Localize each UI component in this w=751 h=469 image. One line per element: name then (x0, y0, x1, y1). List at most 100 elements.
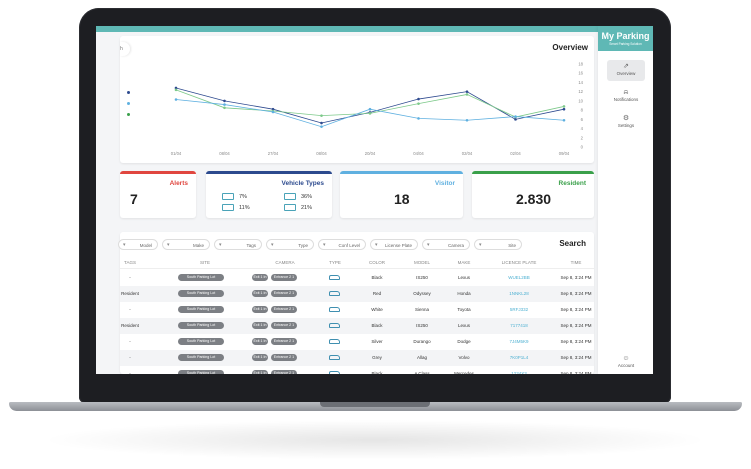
filter-tags[interactable]: Tags (214, 239, 262, 251)
filter-make[interactable]: Make (162, 239, 210, 251)
table-row[interactable]: Resident South Parking Lot Exit 1 In Entran… (120, 286, 594, 302)
app-tagline: Smart Parking Solution (609, 42, 642, 46)
nav-notifications[interactable]: ⍾ Notifications (607, 86, 645, 107)
color-cell: Black (371, 323, 383, 328)
table-row[interactable]: Resident South Parking Lot Exit 1 In Entran… (120, 318, 594, 334)
vehicle-type-icon (329, 307, 340, 312)
vehicle-type-icon (329, 355, 340, 360)
alerts-label: Alerts (169, 180, 188, 187)
legend-marker (127, 91, 130, 94)
app-logo: My Parking (601, 31, 650, 41)
model-cell: Allag (416, 355, 427, 360)
search-input[interactable]: h (120, 42, 130, 56)
column-header[interactable]: TIME (570, 260, 582, 265)
time-cell: Sep 8, 3:24 PM (560, 371, 592, 374)
color-cell: White (371, 307, 383, 312)
logo-area: My Parking Smart Parking Solution (598, 26, 653, 51)
camera-chip: Exit 1 In (252, 274, 268, 281)
x-tick-label: 08/04 (219, 151, 230, 156)
table-row[interactable]: - South Parking Lot Exit 1 In Entrance 2 1 S… (120, 334, 594, 350)
data-point (174, 86, 178, 90)
column-header[interactable]: TAGS (124, 260, 136, 265)
filter-model[interactable]: Model (118, 239, 158, 251)
van-icon (222, 204, 234, 211)
chart-icon: ⇗ (623, 63, 629, 70)
y-tick-label: 6 (581, 117, 584, 122)
visitor-value: 18 (394, 191, 410, 207)
plate-link[interactable]: 5RFJ332 (509, 307, 529, 312)
plate-link[interactable]: 7K0P1L4 (509, 355, 529, 360)
overview-card: h Overview 18 16 14 12 10 8 6 4 2 0 01/04 08/04 27/0… (120, 36, 594, 163)
detections-card: Model Make Tags Type Conf Level License … (118, 232, 594, 374)
filter-camera[interactable]: Camera (422, 239, 470, 251)
column-header[interactable]: MAKE (457, 260, 471, 265)
table-row[interactable]: - South Parking Lot Exit 1 In Entrance 2 1 G… (120, 350, 594, 366)
data-point (320, 114, 323, 117)
plate-link[interactable]: 7J4M5K9 (509, 339, 529, 344)
site-chip: South Parking Lot (178, 306, 224, 313)
search-button[interactable]: Search (559, 239, 586, 248)
nav-overview[interactable]: ⇗ Overview (607, 60, 645, 81)
make-cell: Mercedes (454, 371, 474, 374)
vehicle-types-accent (206, 171, 332, 174)
nav-settings[interactable]: ⚙ Settings (607, 112, 645, 133)
vehicle-type-icon (329, 291, 340, 296)
data-point (514, 115, 517, 118)
nav-account[interactable]: ☺ Account (607, 352, 645, 373)
make-cell: Lexus (457, 275, 470, 280)
vehicle-type-icon (329, 275, 340, 280)
color-cell: Black (371, 275, 383, 280)
tag-cell: - (129, 307, 131, 312)
data-point (465, 90, 469, 93)
time-cell: Sep 8, 3:24 PM (560, 291, 592, 296)
camera-chip: Exit 1 In (252, 322, 268, 329)
camera-chip: Entrance 2 1 (271, 370, 297, 374)
filter-conf-level[interactable]: Conf Level (318, 239, 366, 251)
vehicle-types-card[interactable]: Vehicle Types 7% 36% 11% 21% (206, 171, 332, 218)
x-tick-label: 27/04 (268, 151, 279, 156)
camera-chip: Entrance 2 1 (271, 290, 297, 297)
resident-card[interactable]: Resident 2.830 (472, 171, 594, 218)
table-row[interactable]: - South Parking Lot Exit 1 In Entrance 2 1 W… (120, 302, 594, 318)
camera-chip: Exit 1 In (252, 370, 268, 374)
laptop-shadow (40, 420, 710, 460)
sedan-icon (284, 204, 296, 211)
overview-line-chart: 18 16 14 12 10 8 6 4 2 0 01/04 08/04 27/04 08/04 20/04… (171, 62, 584, 157)
top-accent-bar (96, 26, 598, 32)
sidebar: My Parking Smart Parking Solution ⇗ Over… (598, 26, 653, 374)
camera-chip: Exit 1 In (252, 338, 268, 345)
filter-site[interactable]: Site (474, 239, 522, 251)
model-cell: Sienna (414, 307, 429, 312)
site-chip: South Parking Lot (178, 290, 224, 297)
plate-link[interactable]: 1NNKL28 (509, 291, 529, 296)
make-cell: Dodge (457, 339, 471, 344)
filter-type[interactable]: Type (266, 239, 314, 251)
color-cell: Red (372, 291, 382, 296)
plate-link[interactable]: WUEL2BB (508, 275, 530, 280)
column-header[interactable]: MODEL (413, 260, 430, 265)
table-row[interactable]: - South Parking Lot Exit 1 In Entrance 2 1 B… (120, 270, 594, 286)
y-tick-label: 2 (581, 135, 584, 140)
tag-cell: Resident (121, 291, 139, 296)
filter-license-plate[interactable]: License Plate (370, 239, 418, 251)
x-tick-label: 08/04 (316, 151, 327, 156)
plate-link[interactable]: 1234X3 (511, 371, 527, 374)
make-cell: Toyota (457, 307, 471, 312)
column-header[interactable]: COLOR (368, 260, 385, 265)
column-header[interactable]: CAMERA (275, 260, 295, 265)
camera-chip: Exit 1 In (252, 290, 268, 297)
column-header[interactable]: LICENCE PLATE (501, 260, 537, 265)
y-tick-label: 14 (578, 80, 583, 85)
table-header: TAGS SITE CAMERA TYPE COLOR MODEL MAKE L… (120, 259, 594, 269)
camera-chip: Entrance 2 1 (271, 322, 297, 329)
column-header[interactable]: SITE (199, 260, 210, 265)
alerts-card[interactable]: Alerts 7 (120, 171, 196, 218)
x-tick-label: 02/04 (510, 151, 521, 156)
table-row[interactable]: - South Parking Lot Exit 1 In Entrance 2 1 B… (120, 366, 594, 374)
make-cell: Volvo (458, 355, 470, 360)
tag-cell: - (129, 339, 131, 344)
column-header[interactable]: TYPE (329, 260, 341, 265)
plate-link[interactable]: 7177418 (510, 323, 528, 328)
visitor-card[interactable]: Visitor 18 (340, 171, 463, 218)
data-point (417, 102, 420, 105)
